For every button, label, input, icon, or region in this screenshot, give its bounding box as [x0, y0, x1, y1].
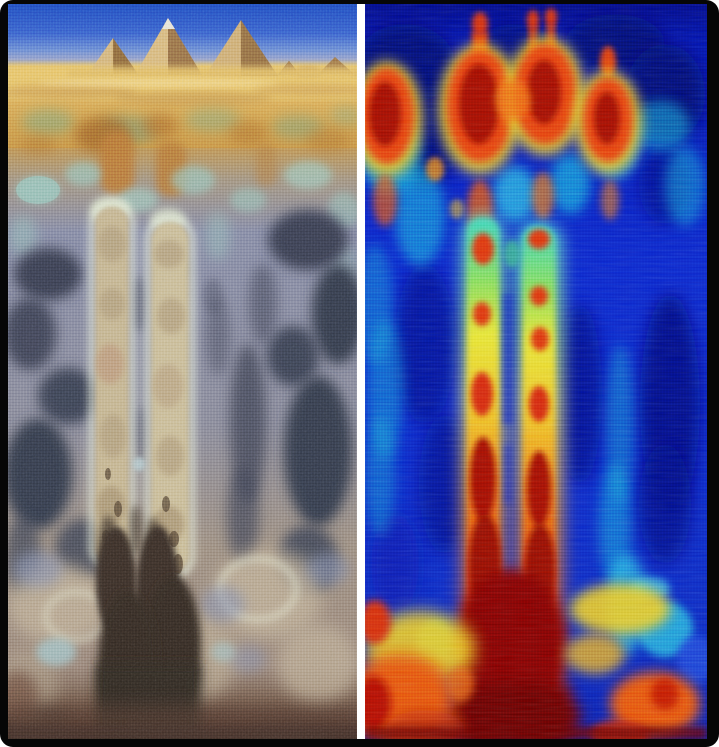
photo-composite-panel: [8, 4, 357, 739]
scanline-grain-overlay: [365, 4, 707, 739]
heatmap-panel: [365, 4, 707, 739]
heatmap-art: [365, 4, 707, 739]
photo-composite-art: [8, 4, 357, 739]
panel-divider: [357, 4, 365, 739]
film-grain-overlay: [8, 4, 357, 739]
